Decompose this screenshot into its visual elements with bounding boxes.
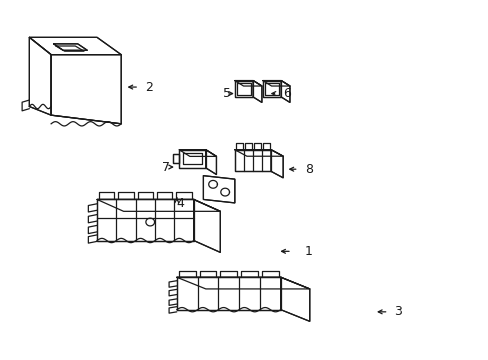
Polygon shape	[53, 44, 87, 50]
Polygon shape	[253, 81, 262, 103]
Polygon shape	[51, 55, 121, 124]
Polygon shape	[177, 277, 280, 310]
Text: 2: 2	[145, 81, 153, 94]
Text: 8: 8	[305, 163, 312, 176]
Polygon shape	[179, 150, 205, 168]
Polygon shape	[263, 81, 281, 97]
Polygon shape	[179, 150, 216, 156]
Polygon shape	[263, 81, 289, 86]
Polygon shape	[97, 199, 220, 211]
Text: 7: 7	[162, 161, 170, 174]
Text: 5: 5	[223, 87, 230, 100]
Polygon shape	[173, 154, 179, 163]
Polygon shape	[270, 150, 283, 178]
Polygon shape	[203, 176, 234, 203]
Polygon shape	[234, 81, 253, 97]
Text: 4: 4	[177, 197, 184, 210]
Text: 3: 3	[393, 305, 402, 318]
Polygon shape	[29, 37, 121, 55]
Polygon shape	[280, 277, 309, 321]
Polygon shape	[234, 150, 270, 171]
Polygon shape	[29, 37, 51, 115]
Polygon shape	[281, 81, 289, 103]
Polygon shape	[205, 150, 216, 175]
Text: 1: 1	[305, 245, 312, 258]
Polygon shape	[193, 199, 220, 252]
Polygon shape	[177, 277, 309, 289]
Polygon shape	[234, 150, 283, 156]
Polygon shape	[234, 81, 262, 86]
Text: 6: 6	[283, 87, 290, 100]
Polygon shape	[97, 199, 193, 240]
